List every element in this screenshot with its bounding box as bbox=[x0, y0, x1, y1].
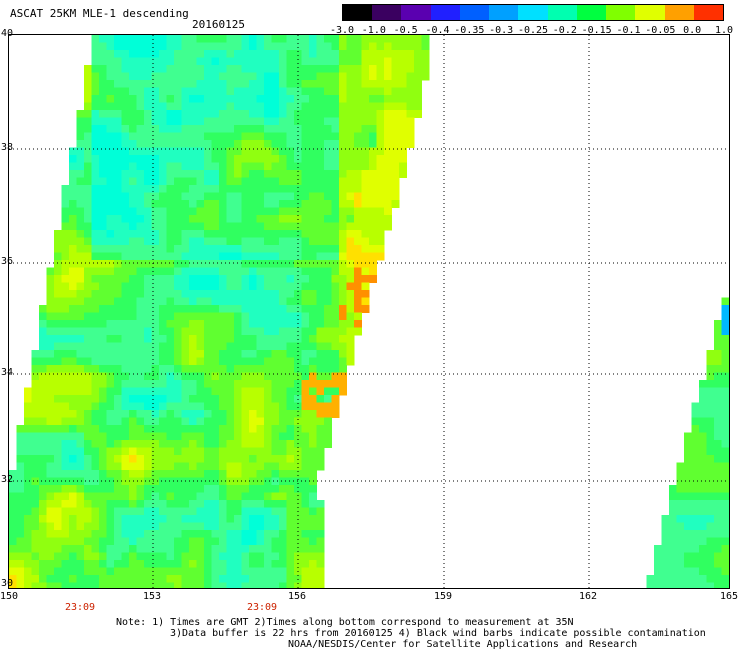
lon-label-165: 165 bbox=[719, 591, 739, 602]
lat-label-30: 30 bbox=[1, 578, 14, 589]
colorbar-segment bbox=[518, 5, 548, 20]
time-label-west: 23:09 bbox=[64, 602, 96, 613]
colorbar-segment bbox=[401, 5, 431, 20]
colorbar-segment bbox=[576, 5, 607, 20]
map-plot-area bbox=[8, 34, 730, 589]
lon-label-162: 162 bbox=[578, 591, 598, 602]
product-date: 20160125 bbox=[192, 18, 245, 31]
swath-main bbox=[9, 35, 430, 588]
colorbar-tick-label: -0.5 bbox=[393, 25, 418, 36]
colorbar bbox=[342, 4, 724, 21]
colorbar-tick-label: -0.05 bbox=[645, 25, 676, 36]
colorbar-segment bbox=[343, 5, 373, 20]
lat-label-38: 38 bbox=[1, 142, 14, 153]
colorbar-tick-label: -0.15 bbox=[581, 25, 612, 36]
colorbar-segment bbox=[459, 5, 490, 20]
lon-label-150: 150 bbox=[0, 591, 19, 602]
lon-label-159: 159 bbox=[433, 591, 453, 602]
colorbar-segment bbox=[547, 5, 577, 20]
colorbar-segment bbox=[693, 5, 724, 20]
colorbar-segment bbox=[635, 5, 665, 20]
colorbar-segment bbox=[664, 5, 694, 20]
lat-label-34: 34 bbox=[1, 367, 14, 378]
colorbar-segment bbox=[606, 5, 636, 20]
lon-label-153: 153 bbox=[142, 591, 162, 602]
colorbar-tick-label: -0.25 bbox=[517, 25, 549, 36]
product-title: ASCAT 25KM MLE-1 descending bbox=[10, 7, 189, 20]
colorbar-segment bbox=[372, 5, 402, 20]
lat-label-36: 36 bbox=[1, 256, 14, 267]
colorbar-tick-label: -1.0 bbox=[361, 25, 386, 36]
colorbar-tick-label: -0.3 bbox=[489, 25, 514, 36]
lat-label-40: 40 bbox=[1, 28, 14, 39]
swath-layer bbox=[9, 35, 729, 588]
colorbar-tick-label: 0.0 bbox=[683, 25, 702, 36]
lat-lon-grid bbox=[9, 35, 729, 588]
lat-label-32: 32 bbox=[1, 474, 14, 485]
note-line-3: NOAA/NESDIS/Center for Satellite Applica… bbox=[288, 639, 638, 650]
colorbar-tick-label: -0.4 bbox=[425, 25, 450, 36]
colorbar-segment bbox=[489, 5, 519, 20]
colorbar-tick-label: -0.2 bbox=[552, 25, 577, 36]
colorbar-tick-label: -0.1 bbox=[616, 25, 641, 36]
colorbar-labels: -3.0 -1.0 -0.5 -0.4 -0.35 -0.3 -0.25 -0.2 -0.15-… bbox=[330, 25, 733, 37]
note-line-2: 3)Data buffer is 22 hrs from 20160125 4)… bbox=[170, 628, 706, 639]
colorbar-tick-label: 1.0 bbox=[714, 25, 734, 36]
swath-east bbox=[646, 297, 729, 588]
lon-label-156: 156 bbox=[287, 591, 307, 602]
colorbar-tick-label: -3.0 bbox=[329, 25, 355, 36]
colorbar-segment bbox=[430, 5, 460, 20]
time-label-east: 23:09 bbox=[246, 602, 278, 613]
note-line-1: Note: 1) Times are GMT 2)Times along bot… bbox=[116, 617, 574, 628]
colorbar-tick-label: -0.35 bbox=[454, 25, 485, 36]
